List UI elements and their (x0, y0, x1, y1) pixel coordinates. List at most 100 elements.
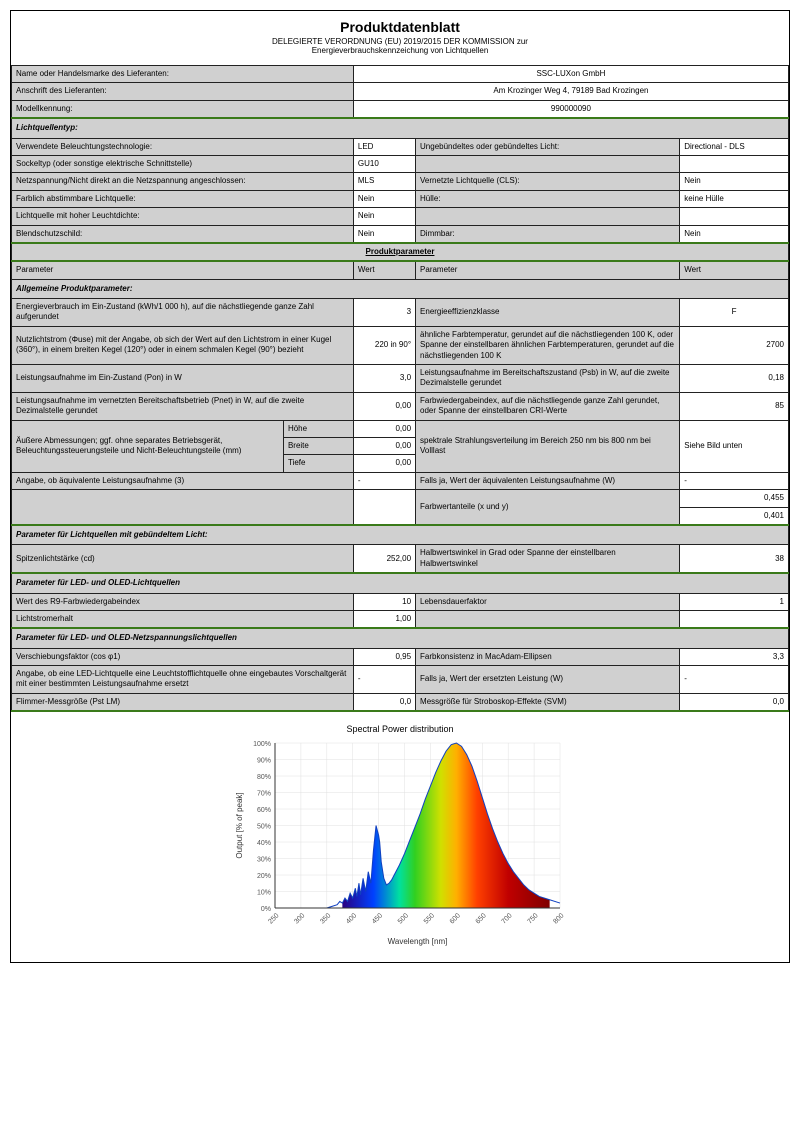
value-mls: MLS (353, 173, 415, 190)
svg-text:Wavelength [nm]: Wavelength [nm] (388, 937, 448, 946)
label-tech: Verwendete Beleuchtungstechnologie: (12, 138, 354, 155)
svg-text:70%: 70% (257, 791, 271, 798)
value-cd: 252,00 (353, 545, 415, 573)
value-beam: Directional - DLS (680, 138, 789, 155)
col-wert-r: Wert (680, 261, 789, 279)
svg-text:20%: 20% (257, 873, 271, 880)
label-fluor: Angabe, ob eine LED-Lichtquelle eine Leu… (12, 666, 354, 694)
label-flux: Nutzlichtstrom (Φuse) mit der Angabe, ob… (12, 326, 354, 364)
label-equiv-w: Falls ja, Wert der äquivalenten Leistung… (416, 472, 680, 489)
label-beam: Ungebündeltes oder gebündeltes Licht: (416, 138, 680, 155)
label-ba: Halbwertswinkel in Grad oder Spanne der … (416, 545, 680, 573)
label-fluor-w: Falls ja, Wert der ersetzten Leistung (W… (416, 666, 680, 694)
datasheet: Produktdatenblatt DELEGIERTE VERORDNUNG … (10, 10, 790, 963)
col-wert-l: Wert (353, 261, 415, 279)
value-pf: 0,95 (353, 648, 415, 665)
label-spd: spektrale Strahlungsverteilung im Bereic… (416, 420, 680, 472)
label-equiv: Angabe, ob äquivalente Leistungsaufnahme… (12, 472, 354, 489)
value-env: keine Hülle (680, 190, 789, 207)
value-pnet: 0,00 (353, 392, 415, 420)
label-model: Modellkennung: (12, 100, 354, 118)
header: Produktdatenblatt DELEGIERTE VERORDNUNG … (11, 11, 789, 65)
label-shield: Blendschutzschild: (12, 225, 354, 243)
label-energy: Energieverbrauch im Ein-Zustand (kWh/1 0… (12, 299, 354, 327)
main-table: Name oder Handelsmarke des Lieferanten: … (11, 65, 789, 712)
svg-text:800: 800 (552, 912, 565, 925)
value-cls: Nein (680, 173, 789, 190)
label-pnet: Leistungsaufnahme im vernetzten Bereitsc… (12, 392, 354, 420)
svg-text:450: 450 (371, 912, 384, 925)
value-supplier: SSC-LUXon GmbH (353, 66, 788, 83)
svg-text:400: 400 (345, 912, 358, 925)
label-xy: Farbwertanteile (x und y) (416, 490, 680, 525)
label-pon: Leistungsaufnahme im Ein-Zustand (Pon) i… (12, 365, 354, 393)
subtitle-1: DELEGIERTE VERORDNUNG (EU) 2019/2015 DER… (11, 37, 789, 46)
label-mls: Netzspannung/Nicht direkt an die Netzspa… (12, 173, 354, 190)
label-hld: Lichtquelle mit hoher Leuchtdichte: (12, 208, 354, 225)
svg-text:650: 650 (475, 912, 488, 925)
subtitle-2: Energieverbrauchskennzeichung von Lichtq… (11, 46, 789, 55)
svg-text:40%: 40% (257, 840, 271, 847)
section-general: Allgemeine Produktparameter: (12, 279, 789, 298)
value-tunable: Nein (353, 190, 415, 207)
value-blank2 (680, 208, 789, 225)
label-pst: Flimmer-Messgröße (Pst LM) (12, 693, 354, 711)
value-pon: 3,0 (353, 365, 415, 393)
label-cd: Spitzenlichtstärke (cd) (12, 545, 354, 573)
label-address: Anschrift des Lieferanten: (12, 83, 354, 100)
svg-text:60%: 60% (257, 807, 271, 814)
label-pf: Verschiebungsfaktor (cos φ1) (12, 648, 354, 665)
label-h: Höhe (283, 420, 353, 437)
page-title: Produktdatenblatt (11, 19, 789, 35)
value-ba: 38 (680, 545, 789, 573)
label-supplier: Name oder Handelsmarke des Lieferanten: (12, 66, 354, 83)
svg-text:0%: 0% (261, 906, 271, 913)
label-life: Lebensdauerfaktor (416, 593, 680, 610)
spectral-chart-wrap: Spectral Power distribution 0%10%20%30%4… (11, 712, 789, 962)
label-sockel: Sockeltyp (oder sonstige elektrische Sch… (12, 155, 354, 172)
value-address: Am Krozinger Weg 4, 79189 Bad Krozingen (353, 83, 788, 100)
chart-title: Spectral Power distribution (11, 724, 789, 734)
svg-text:700: 700 (501, 912, 514, 925)
label-tunable: Farblich abstimmbare Lichtquelle: (12, 190, 354, 207)
value-life: 1 (680, 593, 789, 610)
label-blank3 (12, 490, 354, 525)
label-blank1 (416, 155, 680, 172)
value-shield: Nein (353, 225, 415, 243)
label-w: Breite (283, 437, 353, 454)
value-h: 0,00 (353, 420, 415, 437)
label-dims: Äußere Abmessungen; ggf. ohne separates … (12, 420, 284, 472)
svg-text:750: 750 (526, 912, 539, 925)
svg-text:50%: 50% (257, 824, 271, 831)
value-fluor-w: - (680, 666, 789, 694)
svg-text:600: 600 (449, 912, 462, 925)
value-psb: 0,18 (680, 365, 789, 393)
value-cri: 85 (680, 392, 789, 420)
section-produktparameter: Produktparameter (12, 243, 789, 261)
value-blank3 (353, 490, 415, 525)
value-svm: 0,0 (680, 693, 789, 711)
value-pst: 0,0 (353, 693, 415, 711)
label-cri: Farbwiedergabeindex, auf die nächstliege… (416, 392, 680, 420)
value-llm: 1,00 (353, 610, 415, 628)
svg-text:Output [% of peak]: Output [% of peak] (235, 793, 244, 859)
value-y: 0,401 (680, 507, 789, 525)
svg-text:10%: 10% (257, 890, 271, 897)
value-class: F (680, 299, 789, 327)
col-param-r: Parameter (416, 261, 680, 279)
value-tech: LED (353, 138, 415, 155)
value-x: 0,455 (680, 490, 789, 507)
value-fluor: - (353, 666, 415, 694)
svg-text:100%: 100% (253, 741, 271, 748)
label-class: Energieeffizienzklasse (416, 299, 680, 327)
label-dim: Dimmbar: (416, 225, 680, 243)
value-d: 0,00 (353, 455, 415, 472)
section-mains: Parameter für LED- und OLED-Netzspannung… (12, 628, 789, 648)
section-lichtquellentyp: Lichtquellentyp: (12, 118, 789, 138)
section-led: Parameter für LED- und OLED-Lichtquellen (12, 573, 789, 593)
svg-text:300: 300 (293, 912, 306, 925)
value-dim: Nein (680, 225, 789, 243)
label-blank2 (416, 208, 680, 225)
value-mac: 3,3 (680, 648, 789, 665)
label-svm: Messgröße für Stroboskop-Effekte (SVM) (416, 693, 680, 711)
